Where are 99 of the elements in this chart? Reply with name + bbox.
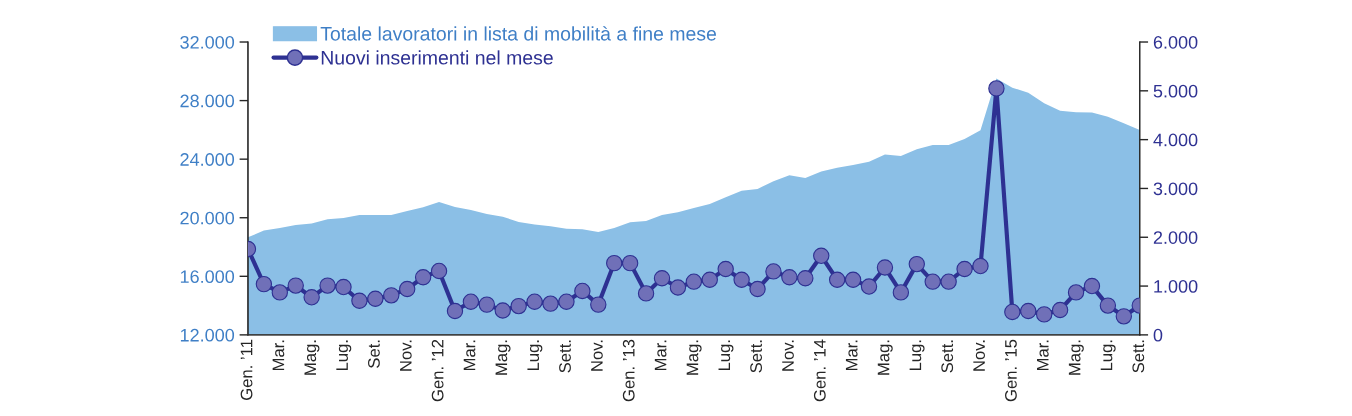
point [685,273,703,290]
point [876,259,894,276]
point [271,284,288,301]
point [988,80,1005,97]
point [462,293,480,310]
x-tick-label: Mar. [463,340,476,371]
point [494,302,511,319]
x-tick-label: Lug. [909,340,925,371]
y2-tick-label: 1.000 [1154,280,1198,293]
point [351,292,368,309]
y-tick-label: 24.000 [180,153,235,166]
x-tick-label: Gen. ’14 [813,339,826,402]
x-tick-label: Lug. [527,340,543,371]
point [478,296,496,313]
point [1083,277,1101,295]
point [255,275,273,293]
x-tick-label: Set. [368,340,380,368]
x-tick-label: Mag. [877,340,893,375]
y2-tick-label: 0 [1153,328,1163,342]
x-tick-label: Mar. [845,340,858,371]
y2-tick-label: 6.000 [1153,35,1198,49]
x-tick-label: Sett. [750,340,763,373]
x-tick-label: Sett. [941,340,954,373]
point [383,287,400,304]
x-tick-label: Mar. [272,340,285,371]
point [828,271,846,288]
point [510,297,527,315]
point [574,282,591,300]
x-tick-label: Lug. [718,340,734,371]
point [653,270,671,287]
x-tick-label: Sett. [1132,340,1145,373]
point [860,278,878,295]
point [1051,301,1069,319]
x-tick-label: Gen. ’12 [431,339,444,402]
x-tick-label: Mag. [686,340,702,375]
x-tick-label: Mag. [304,340,320,375]
point [717,260,734,278]
x-tick-label: Mar. [654,340,667,371]
x-tick-label: Gen. ’11 [240,339,253,400]
x-tick-label: Gen. ’13 [622,339,635,402]
point [701,271,718,288]
point [940,273,957,290]
point [733,271,750,288]
point [749,280,766,298]
point [1067,284,1085,301]
point [956,260,973,278]
point [542,295,559,312]
point [844,271,862,288]
point [797,270,814,287]
point [1099,297,1117,314]
point [908,255,925,273]
point [319,277,336,294]
point [924,273,941,290]
y2-tick-label: 4.000 [1153,133,1198,147]
point [606,254,623,272]
legend-label: Totale lavoratori in lista di mobilità a fine mese [320,26,716,41]
legend-label: Nuovi inserimenti nel mese [321,50,553,65]
point [1115,308,1133,325]
x-tick-label: Nov. [591,340,603,371]
point [637,285,655,302]
x-tick-label: Mag. [495,340,511,375]
x-tick-label: Gen. ’15 [1005,339,1017,402]
point [558,293,575,310]
y-tick-label: 32.000 [180,35,235,49]
point [430,262,448,280]
y2-tick-label: 3.000 [1153,182,1198,196]
y2-tick-label: 5.000 [1153,84,1198,98]
x-tick-label: Lug. [336,340,352,371]
point [621,254,639,272]
point [335,278,352,296]
point [669,279,687,296]
point [399,280,416,298]
x-tick-label: Nov. [400,340,412,371]
point [526,293,543,310]
point [414,269,432,286]
x-tick-label: Mag. [1068,340,1084,375]
point [446,302,464,320]
point [813,247,830,265]
x-tick-label: Mar. [1037,340,1049,371]
point [781,269,798,286]
y-tick-label: 12.000 [180,328,235,342]
point [287,277,304,294]
x-tick-label: Lug. [1100,340,1116,371]
x-tick-label: Nov. [782,340,794,371]
y-tick-label: 16.000 [180,270,235,284]
point [892,284,910,301]
point [303,289,320,306]
point [765,263,782,280]
point [1035,306,1053,323]
point [367,290,384,307]
point [972,257,989,275]
x-tick-label: Nov. [973,340,985,371]
y2-tick-label: 2.000 [1153,231,1198,244]
point [1004,303,1021,321]
y-tick-label: 20.000 [180,211,235,225]
y-tick-label: 28.000 [180,94,235,108]
x-tick-label: Sett. [559,340,571,373]
point [1020,302,1037,320]
point [590,296,607,313]
